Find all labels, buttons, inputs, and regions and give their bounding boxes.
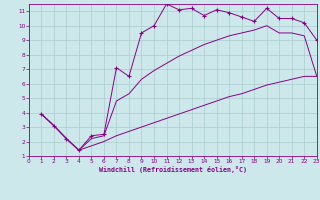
X-axis label: Windchill (Refroidissement éolien,°C): Windchill (Refroidissement éolien,°C) bbox=[99, 166, 247, 173]
